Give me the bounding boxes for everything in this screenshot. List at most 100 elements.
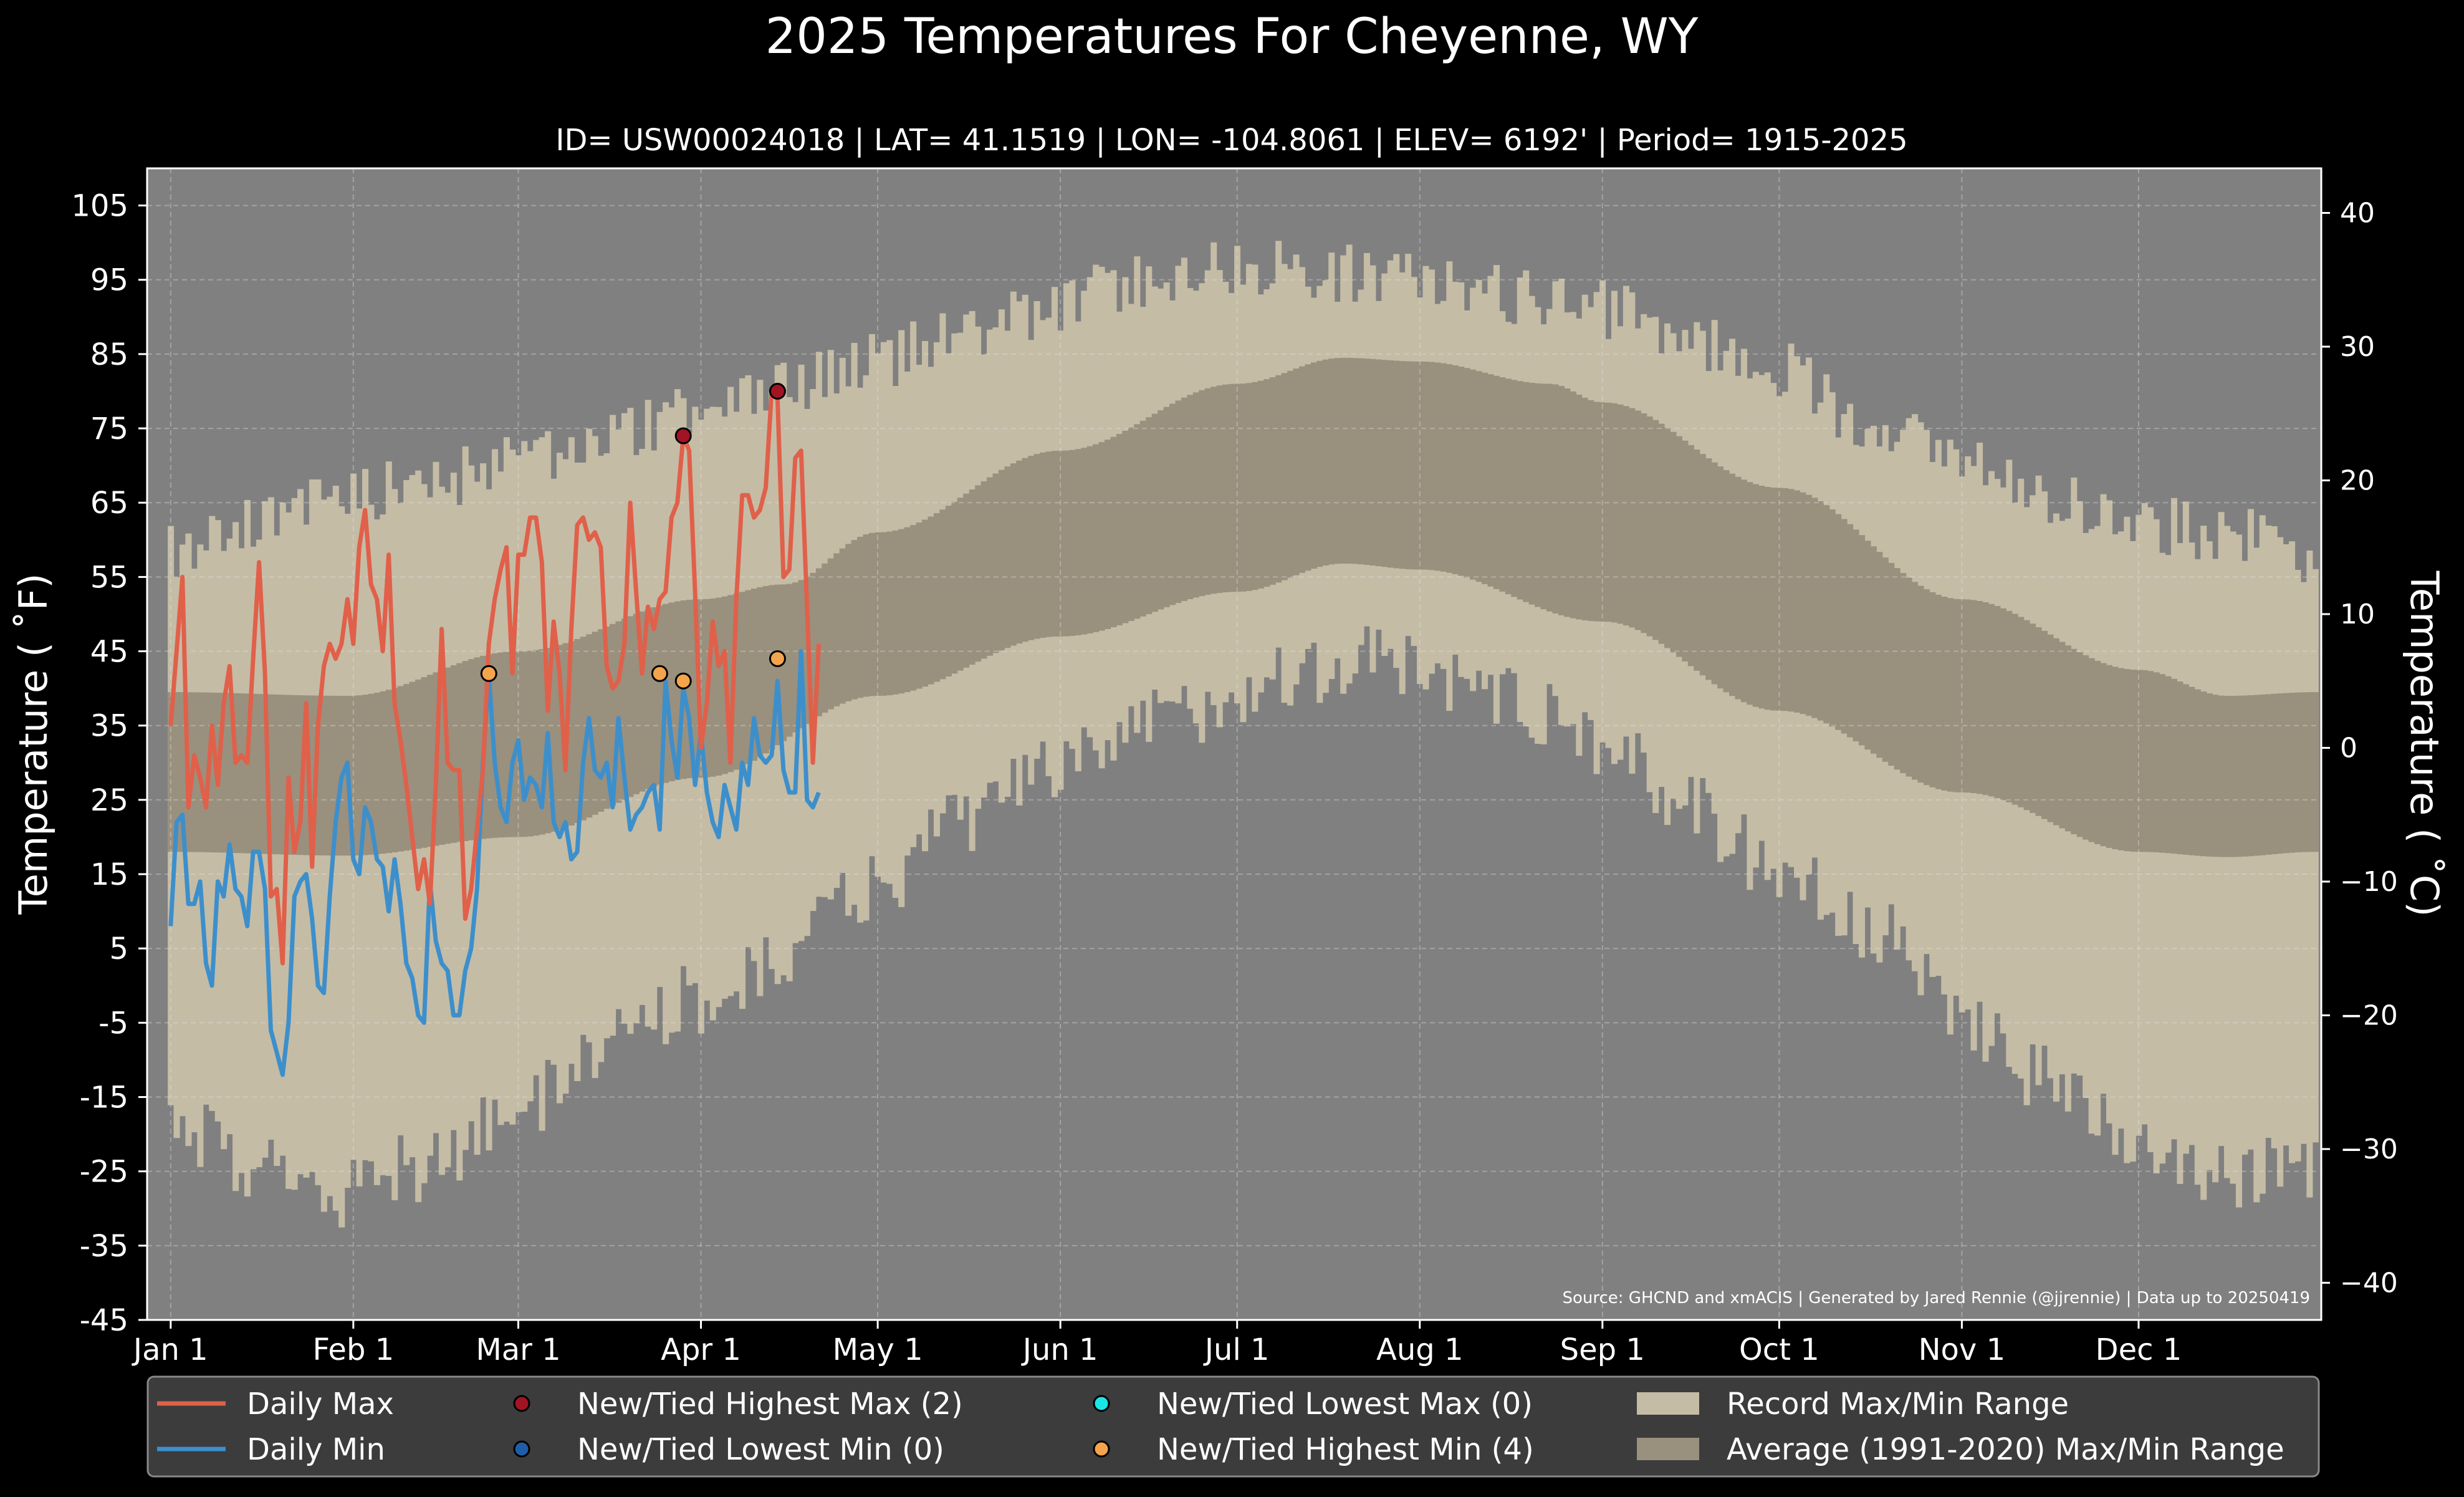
record-range-bar — [338, 506, 345, 1228]
average-range-bar — [2100, 663, 2107, 847]
y-axis-label-celsius: Temperature ( ˚C) — [2402, 570, 2447, 917]
average-range-bar — [1411, 361, 1417, 570]
y-tick-label-fahrenheit: 85 — [90, 337, 128, 372]
average-range-bar — [556, 645, 563, 830]
average-range-bar — [880, 532, 887, 696]
y-tick-label-fahrenheit: 95 — [90, 263, 128, 298]
average-range-bar — [1623, 406, 1629, 626]
average-range-bar — [1470, 369, 1477, 580]
average-range-bar — [1275, 375, 1282, 583]
average-range-bar — [497, 652, 504, 838]
record-range-bar — [2159, 552, 2166, 1164]
average-range-bar — [1817, 501, 1824, 721]
average-range-bar — [1994, 605, 2001, 799]
legend-label: Daily Max — [247, 1387, 394, 1422]
average-range-bar — [509, 651, 516, 837]
average-range-bar — [2136, 670, 2142, 852]
average-range-bar — [1564, 388, 1571, 617]
average-range-bar — [1216, 385, 1223, 593]
average-range-bar — [615, 621, 622, 803]
legend-label: Average (1991-2020) Max/Min Range — [1727, 1432, 2284, 1467]
average-range-bar — [179, 692, 186, 852]
average-range-bar — [232, 693, 239, 854]
average-range-bar — [1864, 541, 1871, 750]
average-range-bar — [1752, 484, 1759, 707]
average-range-bar — [1535, 383, 1541, 607]
average-range-bar — [810, 572, 817, 720]
x-tick-label: May 1 — [833, 1332, 923, 1367]
average-range-bar — [2259, 694, 2266, 855]
record-range-bar — [2312, 569, 2319, 1143]
x-tick-label: Oct 1 — [1739, 1332, 1819, 1367]
average-range-bar — [762, 585, 769, 754]
average-range-bar — [1670, 431, 1677, 653]
average-range-bar — [2129, 670, 2136, 852]
average-range-bar — [827, 558, 834, 710]
average-range-bar — [580, 637, 587, 821]
average-range-bar — [656, 605, 663, 785]
record-range-bar — [197, 544, 204, 1167]
average-range-bar — [928, 516, 934, 685]
average-range-bar — [426, 675, 434, 847]
average-range-bar — [256, 694, 262, 854]
y-tick-label-celsius: −10 — [2340, 866, 2398, 898]
plot-frame — [146, 167, 2323, 1321]
average-range-bar — [327, 695, 333, 856]
average-range-bar — [1505, 378, 1512, 595]
average-range-bar — [1222, 384, 1229, 593]
average-range-bar — [1110, 436, 1117, 627]
average-range-bar — [2153, 672, 2160, 853]
average-range-bar — [1805, 494, 1812, 716]
average-range-bar — [2247, 695, 2254, 857]
record-range-bar — [2165, 555, 2172, 1153]
y-tick-label-fahrenheit: -35 — [80, 1229, 128, 1264]
average-range-bar — [2241, 695, 2248, 857]
average-range-bar — [1652, 420, 1659, 640]
average-range-bar — [1057, 450, 1064, 637]
x-tick-label: Jan 1 — [132, 1332, 208, 1367]
average-range-bar — [2035, 627, 2042, 816]
record-range-bar — [2235, 534, 2242, 1208]
x-tick-label: Mar 1 — [476, 1332, 560, 1367]
average-range-bar — [2094, 660, 2101, 845]
average-range-bar — [350, 695, 357, 856]
average-range-bar — [309, 695, 315, 855]
average-range-bar — [910, 525, 917, 691]
average-range-bar — [438, 670, 445, 845]
average-range-bar — [645, 609, 651, 789]
average-range-bar — [1440, 363, 1447, 572]
average-range-bar — [550, 647, 557, 832]
record-range-bar — [2306, 550, 2313, 1198]
average-range-bar — [1422, 362, 1429, 570]
y-tick-label-celsius: 20 — [2340, 465, 2375, 496]
y-tick-label-celsius: 40 — [2340, 197, 2375, 229]
average-range-bar — [2194, 689, 2201, 856]
average-range-bar — [1475, 371, 1482, 582]
average-range-bar — [792, 582, 799, 733]
average-range-bar — [1811, 498, 1818, 718]
average-range-bar — [1257, 380, 1264, 589]
average-range-bar — [1788, 489, 1795, 712]
average-range-bar — [1593, 402, 1600, 622]
average-range-bar — [833, 553, 840, 706]
average-range-bar — [391, 688, 398, 852]
average-range-bar — [262, 694, 269, 854]
average-range-bar — [2253, 695, 2260, 856]
average-range-bar — [238, 693, 245, 854]
y-tick-label-fahrenheit: 25 — [90, 783, 128, 818]
average-range-bar — [1617, 404, 1624, 624]
average-range-bar — [1346, 357, 1353, 564]
average-range-bar — [1075, 449, 1081, 635]
average-range-bar — [2235, 695, 2242, 857]
average-range-bar — [727, 595, 734, 773]
average-range-bar — [992, 473, 999, 653]
record-marker — [651, 665, 668, 682]
average-range-bar — [1687, 445, 1694, 667]
legend-label: New/Tied Highest Max (2) — [577, 1387, 963, 1422]
average-range-bar — [697, 599, 704, 778]
average-range-bar — [1694, 450, 1700, 671]
average-range-bar — [332, 695, 339, 856]
average-range-bar — [486, 654, 492, 839]
average-range-bar — [1935, 594, 1942, 789]
average-range-bar — [2206, 693, 2213, 857]
